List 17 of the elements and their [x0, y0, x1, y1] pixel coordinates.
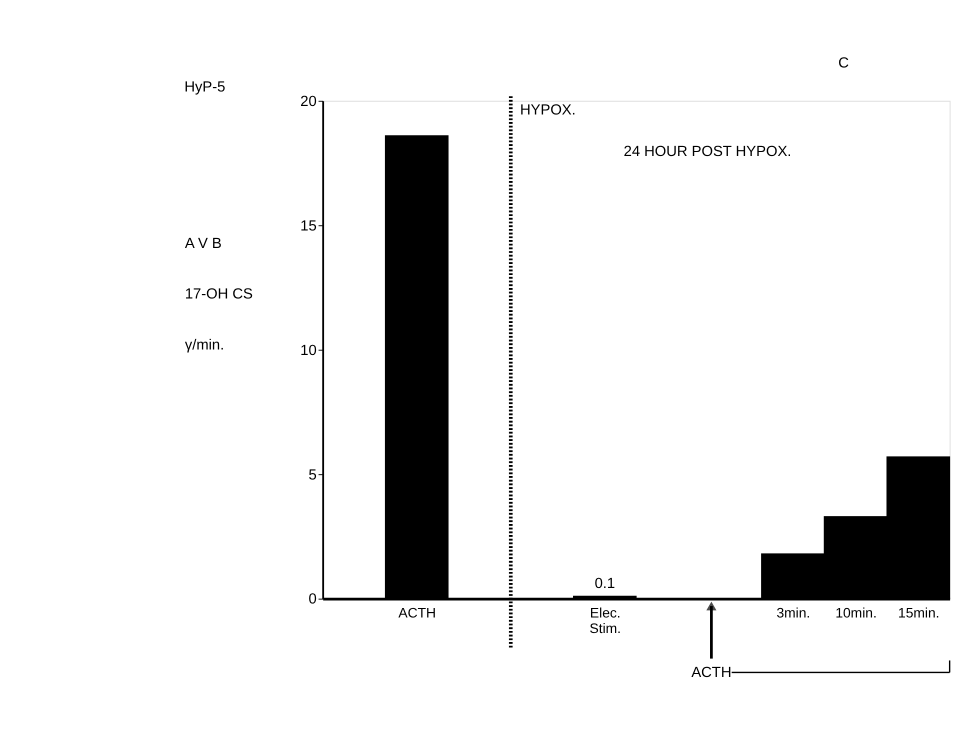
y-tick-label: 5	[308, 467, 317, 484]
data-label: 0.1	[594, 576, 616, 592]
text: ACTH	[691, 665, 732, 682]
y-tick-label: 15	[300, 218, 317, 234]
x-tick-label: ACTH	[398, 604, 436, 621]
text: HyP-5	[184, 80, 226, 96]
text: A V B 17-OH CS γ/min.	[184, 236, 253, 354]
y-tick-label: 10	[300, 342, 317, 359]
chart-title: C	[838, 56, 850, 72]
x-tick-label: 15min.	[898, 604, 940, 621]
y-tick-label: 20	[300, 94, 317, 110]
x-tick-label: 3min.	[776, 604, 810, 621]
x-tick-label: 10min.	[835, 604, 877, 621]
y-tick-label: 0	[308, 592, 317, 608]
annotation: 24 HOUR POST HYPOX.	[624, 144, 792, 160]
annotation: HYPOX.	[520, 102, 576, 119]
x-tick-label: Elec. Stim.	[590, 604, 622, 636]
